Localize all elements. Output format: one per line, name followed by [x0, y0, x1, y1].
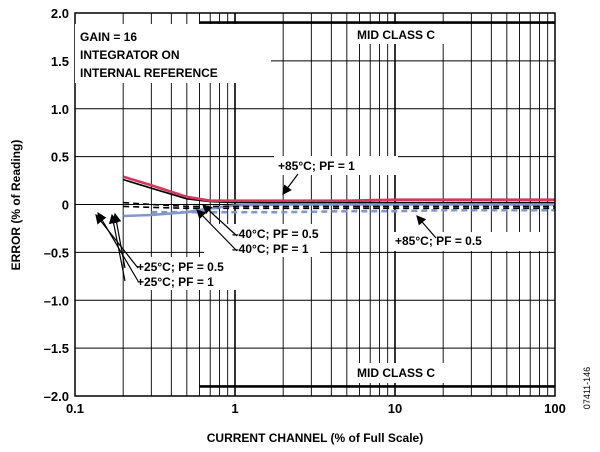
label-m40c-pf05: –40°C; PF = 0.5: [232, 227, 319, 241]
condition-gain: GAIN = 16: [80, 30, 137, 44]
limit-labels: MID CLASS C MID CLASS C: [350, 24, 468, 383]
limit-label-lower: MID CLASS C: [357, 366, 435, 380]
x-tick-label: 100: [544, 401, 566, 416]
series-annotations: +85°C; PF = 1 –40°C; PF = 0.5 –40°C; PF …: [133, 156, 542, 290]
series-line-3: [151, 208, 555, 214]
y-tick-label: –2.0: [44, 389, 69, 404]
series-line-2: [122, 175, 555, 202]
x-tick-label: 10: [388, 401, 402, 416]
figure-id: 07411-146: [582, 367, 592, 409]
plot-frame: [74, 12, 556, 397]
limit-lines: [199, 21, 555, 388]
y-tick-label: 0.5: [51, 150, 69, 165]
series-lines: [122, 175, 555, 218]
label-85c-pf1: +85°C; PF = 1: [278, 159, 355, 173]
y-tick-label: 0: [62, 198, 69, 213]
y-tick-label: –1.5: [44, 341, 69, 356]
y-tick-label: 1.0: [51, 102, 69, 117]
label-25c-pf05: +25°C; PF = 0.5: [137, 260, 224, 274]
annotation-pointers: [95, 173, 437, 282]
pointer-arrow: [202, 204, 238, 237]
label-85c-pf05: +85°C; PF = 0.5: [395, 234, 482, 248]
y-tick-labels: 2.0 1.5 1.0 0.5 0 –0.5 –1.0 –1.5 –2.0: [44, 6, 69, 404]
y-tick-label: –1.0: [44, 293, 69, 308]
pointer-arrow: [282, 173, 299, 195]
series-line-0: [122, 178, 555, 204]
pointer-arrow: [108, 213, 126, 282]
x-tick-labels: 0.1 1 10 100: [66, 401, 566, 416]
label-m40c-pf1: –40°C; PF = 1: [232, 242, 309, 256]
y-tick-label: 1.5: [51, 54, 69, 69]
series-line-1: [123, 205, 555, 210]
condition-integrator: INTEGRATOR ON: [80, 48, 180, 62]
pointer-arrow: [196, 209, 238, 252]
series-line-5: [123, 201, 555, 208]
condition-reference: INTERNAL REFERENCE: [80, 66, 218, 80]
x-axis-title: CURRENT CHANNEL (% of Full Scale): [207, 431, 423, 445]
x-tick-label: 1: [231, 401, 238, 416]
series-line-4: [123, 203, 555, 218]
pointer-arrow: [416, 215, 437, 239]
label-25c-pf1: +25°C; PF = 1: [137, 275, 214, 289]
limit-label-upper: MID CLASS C: [357, 28, 435, 42]
y-tick-label: 2.0: [51, 6, 69, 21]
conditions-box: GAIN = 16 INTEGRATOR ON INTERNAL REFEREN…: [75, 24, 271, 83]
y-axis-title: ERROR (% of Reading): [9, 140, 23, 271]
x-tick-label: 0.1: [66, 401, 84, 416]
y-tick-label: –0.5: [44, 245, 69, 260]
